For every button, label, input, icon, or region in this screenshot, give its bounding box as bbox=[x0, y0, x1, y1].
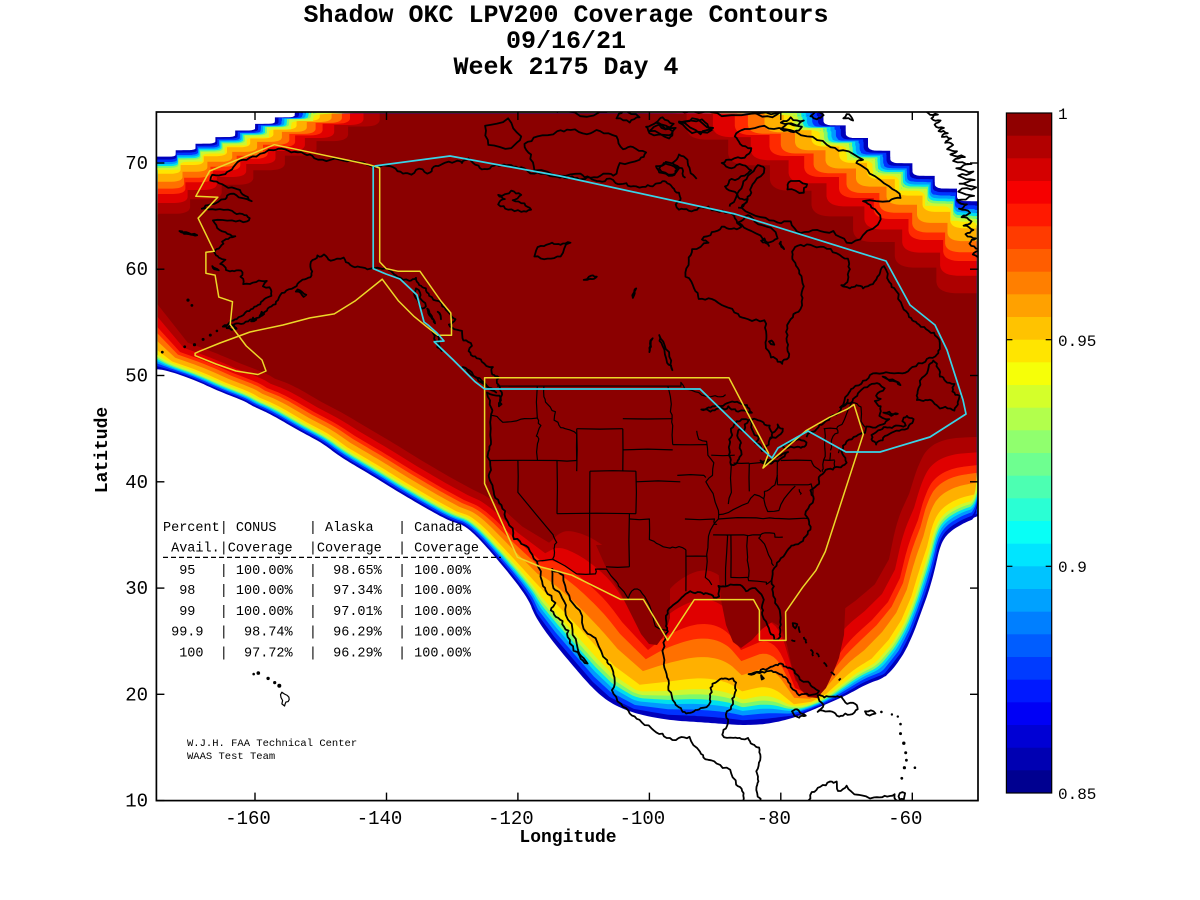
svg-text:-100: -100 bbox=[620, 808, 666, 830]
svg-text:-160: -160 bbox=[225, 808, 271, 830]
svg-text:Latitude: Latitude bbox=[93, 407, 113, 493]
svg-text:WAAS Test Team: WAAS Test Team bbox=[187, 751, 275, 763]
svg-text:20: 20 bbox=[125, 684, 148, 706]
svg-text:W.J.H. FAA Technical Center: W.J.H. FAA Technical Center bbox=[187, 738, 357, 750]
svg-text:0.85: 0.85 bbox=[1058, 786, 1096, 804]
svg-text:Shadow OKC LPV200 Coverage Con: Shadow OKC LPV200 Coverage Contours bbox=[303, 1, 828, 30]
svg-text:Week 2175 Day 4: Week 2175 Day 4 bbox=[453, 53, 678, 82]
svg-text:-60: -60 bbox=[888, 808, 922, 830]
svg-text:-120: -120 bbox=[488, 808, 534, 830]
svg-text:-140: -140 bbox=[357, 808, 403, 830]
svg-text:100 | 97.72% | 96.29% | 1: 100 | 97.72% | 96.29% | 100.00% bbox=[163, 647, 472, 662]
svg-text:60: 60 bbox=[125, 259, 148, 281]
svg-text:70: 70 bbox=[125, 153, 148, 175]
svg-text:50: 50 bbox=[125, 366, 148, 388]
svg-text:30: 30 bbox=[125, 578, 148, 600]
svg-text:98 | 100.00% | 97.34% | 1: 98 | 100.00% | 97.34% | 100.00% bbox=[163, 584, 472, 599]
svg-text:95 | 100.00% | 98.65% | 1: 95 | 100.00% | 98.65% | 100.00% bbox=[163, 564, 472, 579]
svg-text:10: 10 bbox=[125, 791, 148, 813]
svg-text:Longitude: Longitude bbox=[519, 828, 616, 848]
svg-text:Percent| CONUS | Alaska |: Percent| CONUS | Alaska | Canada bbox=[163, 521, 463, 536]
svg-text:09/16/21: 09/16/21 bbox=[506, 27, 626, 56]
svg-text:0.9: 0.9 bbox=[1058, 559, 1087, 577]
svg-text:-80: -80 bbox=[757, 808, 791, 830]
svg-text:0.95: 0.95 bbox=[1058, 333, 1096, 351]
svg-text:1: 1 bbox=[1058, 106, 1068, 124]
svg-text:99 | 100.00% | 97.01% | 1: 99 | 100.00% | 97.01% | 100.00% bbox=[163, 605, 472, 620]
svg-text:Avail.|Coverage |Coverage |: Avail.|Coverage |Coverage | Coverage bbox=[163, 542, 479, 557]
svg-text:99.9 | 98.74% | 96.29% |: 99.9 | 98.74% | 96.29% | 100.00% bbox=[163, 626, 472, 641]
svg-text:40: 40 bbox=[125, 472, 148, 494]
